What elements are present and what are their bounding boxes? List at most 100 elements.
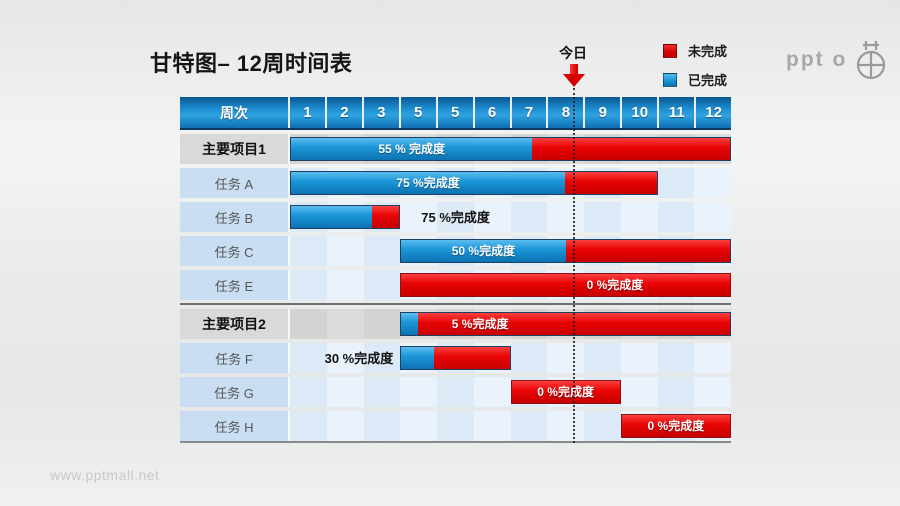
watermark: www.pptmall.net	[50, 467, 160, 483]
column-header-week: 11	[659, 97, 697, 128]
bar-incomplete-segment	[401, 274, 730, 296]
week-cell	[290, 377, 327, 407]
week-cell	[290, 270, 327, 300]
table-row: 任务 H 0 %完成度	[180, 411, 731, 441]
bar-incomplete-segment	[532, 138, 730, 160]
gantt-bar: 0 %完成度	[400, 273, 731, 297]
complete-color-swatch	[663, 72, 677, 87]
gantt-bar: 75 %完成度	[290, 205, 490, 229]
week-cell	[326, 343, 364, 373]
week-cell	[437, 377, 474, 407]
pptmall-logo: ppt o	[786, 38, 891, 82]
week-cell	[363, 343, 401, 373]
week-cell	[363, 411, 401, 441]
week-cell	[694, 377, 731, 407]
row-weeks-area: 50 %完成度	[290, 236, 731, 266]
gantt-table: 周次 1 2 3 5 5 6 7 8 9 10 11 12 主要项目1 55 % 完成度 任务 A 75 %完成…	[180, 97, 731, 443]
bar-label: 50 %完成度	[451, 244, 516, 258]
bar-incomplete-segment	[621, 415, 730, 437]
week-cell	[620, 343, 658, 373]
week-cell	[584, 343, 621, 373]
week-cell	[473, 202, 511, 232]
table-row: 主要项目2 5 %完成度	[180, 309, 731, 339]
column-header-week: 7	[512, 97, 549, 128]
week-cell	[657, 377, 695, 407]
bar-label: 75 %完成度	[421, 210, 490, 225]
today-arrow-icon	[563, 64, 586, 87]
gantt-bar: 50 %完成度	[400, 239, 731, 263]
week-cell	[657, 168, 695, 198]
column-header-week: 8	[548, 97, 586, 128]
row-weeks-area: 0 %完成度	[290, 270, 731, 300]
bar-complete-segment	[401, 313, 418, 335]
row-label: 任务 F	[180, 343, 290, 373]
bar-incomplete-segment	[433, 347, 510, 369]
legend-label: 未完成	[688, 44, 728, 59]
row-label: 主要项目1	[180, 134, 290, 164]
week-cell	[620, 202, 658, 232]
today-label: 今日	[559, 45, 588, 61]
week-cell	[694, 343, 731, 373]
bar-complete-segment	[401, 240, 566, 262]
week-cell	[510, 411, 548, 441]
row-label: 主要项目2	[180, 309, 290, 339]
bar-complete-segment	[401, 347, 434, 369]
week-cell	[437, 202, 474, 232]
week-cell	[326, 377, 364, 407]
bar-label: 55 % 完成度	[378, 142, 446, 156]
row-label: 任务 H	[180, 411, 290, 441]
week-cell	[400, 202, 437, 232]
column-header-week: 6	[475, 97, 512, 128]
week-cell	[290, 309, 327, 339]
table-row: 任务 C 50 %完成度	[180, 236, 731, 266]
week-cell	[363, 377, 401, 407]
week-cell	[657, 343, 695, 373]
column-header-week: 9	[585, 97, 623, 128]
row-label: 任务 C	[180, 236, 290, 266]
week-cell	[547, 202, 584, 232]
table-row: 任务 F 30 %完成度	[180, 343, 731, 373]
column-header-week: 10	[622, 97, 660, 128]
bar-incomplete-segment	[372, 206, 400, 228]
table-row: 任务 B 75 %完成度	[180, 202, 731, 232]
week-cell	[437, 411, 474, 441]
week-cell	[510, 343, 548, 373]
row-label: 任务 B	[180, 202, 290, 232]
bar-label: 0 %完成度	[647, 419, 705, 433]
week-cell	[326, 411, 364, 441]
week-cell	[363, 270, 401, 300]
logo-globe-icon	[857, 41, 886, 80]
bar-incomplete-segment	[565, 172, 657, 194]
group-separator	[180, 303, 731, 305]
row-weeks-area: 30 %完成度	[290, 343, 731, 373]
row-label: 任务 E	[180, 270, 290, 300]
week-cell	[400, 411, 437, 441]
week-cell	[584, 202, 621, 232]
gantt-bar: 75 %完成度	[290, 171, 658, 195]
week-cell	[694, 168, 731, 198]
legend-label: 已完成	[688, 73, 728, 88]
page-title: 甘特图– 12周时间表	[150, 51, 353, 76]
bar-complete-segment	[291, 172, 566, 194]
row-weeks-area: 75 %完成度	[290, 202, 731, 232]
gantt-bar: 0 %完成度	[510, 380, 621, 404]
week-cell	[547, 343, 584, 373]
table-row: 任务 G 0 %完成度	[180, 377, 731, 407]
week-cell	[363, 236, 401, 266]
gantt-bar: 55 % 完成度	[290, 137, 731, 161]
week-cell	[290, 411, 327, 441]
table-row: 任务 A 75 %完成度	[180, 168, 731, 198]
gantt-bar: 5 %完成度	[400, 312, 731, 336]
week-cell	[657, 202, 695, 232]
bar-incomplete-segment	[565, 240, 730, 262]
today-dotted-line	[573, 88, 576, 443]
week-cell	[694, 202, 731, 232]
week-cell	[473, 411, 511, 441]
row-weeks-area: 0 %完成度	[290, 377, 731, 407]
legend-item-complete: 已完成	[663, 70, 727, 89]
row-label: 任务 G	[180, 377, 290, 407]
row-label: 任务 A	[180, 168, 290, 198]
week-cell	[473, 377, 511, 407]
incomplete-color-swatch	[663, 43, 677, 58]
